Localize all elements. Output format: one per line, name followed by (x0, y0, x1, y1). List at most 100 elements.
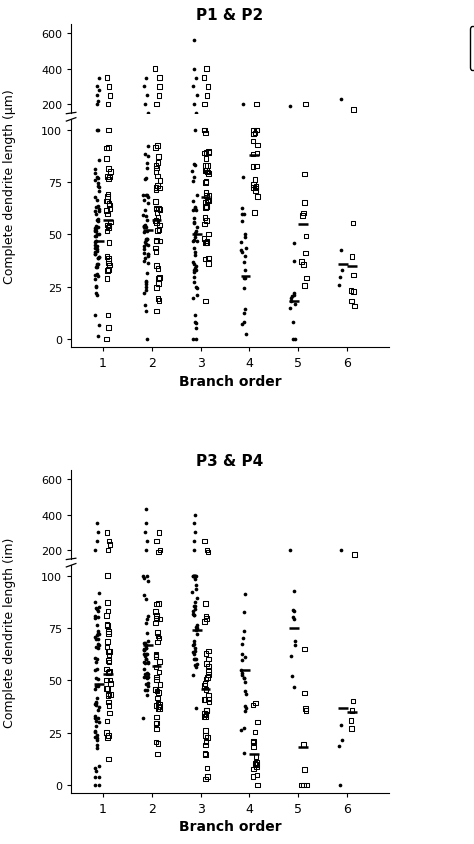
Point (193, 619, 201, 632)
Point (254, 778, 261, 792)
Point (145, 140, 152, 154)
Point (204, 160, 211, 173)
Point (142, 234, 150, 247)
Point (254, 139, 261, 153)
Point (102, 674, 110, 687)
Point (190, 241, 198, 255)
Point (241, 672, 248, 685)
Point (300, 778, 307, 792)
Point (191, 124, 199, 138)
Point (142, 592, 150, 606)
Point (289, 333, 297, 346)
Point (254, 715, 261, 728)
Point (201, 728, 209, 742)
Point (251, 696, 259, 710)
Point (202, 197, 210, 210)
Point (189, 203, 196, 217)
X-axis label: Branch order: Branch order (179, 820, 281, 834)
Point (290, 289, 298, 302)
Point (204, 195, 211, 208)
Point (93, 602, 100, 615)
Point (95, 760, 103, 773)
Point (201, 747, 209, 760)
Point (241, 228, 249, 241)
Point (192, 620, 200, 634)
Point (94, 627, 102, 641)
Point (201, 72, 208, 85)
Point (191, 309, 199, 322)
Point (105, 729, 112, 743)
Point (145, 250, 152, 263)
Point (202, 748, 210, 761)
Point (191, 226, 199, 240)
Point (347, 284, 355, 298)
Point (291, 635, 299, 648)
Point (250, 124, 257, 138)
Point (93, 257, 101, 271)
Point (193, 235, 201, 248)
Point (191, 230, 199, 244)
Point (91, 778, 99, 792)
Point (103, 72, 111, 85)
Point (93, 731, 101, 744)
Point (93, 170, 100, 184)
Point (141, 80, 148, 94)
Point (251, 127, 259, 140)
Point (249, 698, 257, 711)
Point (286, 100, 294, 114)
Title: P3 & P4: P3 & P4 (196, 453, 264, 468)
Point (93, 259, 100, 273)
Point (189, 165, 196, 179)
Point (336, 271, 344, 284)
Point (96, 627, 103, 641)
Point (103, 682, 111, 695)
Point (142, 275, 149, 289)
Point (142, 617, 150, 630)
Point (92, 281, 100, 295)
Point (153, 216, 160, 230)
Point (153, 609, 161, 623)
Point (93, 629, 100, 642)
Point (107, 216, 114, 230)
Point (191, 262, 198, 276)
Point (302, 704, 310, 717)
Point (104, 604, 112, 618)
Point (191, 645, 199, 658)
Point (152, 166, 160, 180)
Title: P1 & P2: P1 & P2 (196, 8, 264, 23)
Point (200, 233, 208, 246)
Point (152, 142, 159, 155)
Point (152, 717, 160, 730)
Point (190, 159, 198, 172)
Point (92, 222, 100, 235)
Point (290, 585, 298, 598)
Point (91, 726, 99, 739)
Point (94, 637, 102, 651)
Point (250, 740, 257, 754)
Point (143, 671, 151, 684)
Point (204, 659, 212, 673)
Point (205, 689, 212, 702)
Point (302, 272, 310, 285)
Point (95, 639, 103, 652)
Point (153, 235, 160, 248)
Point (201, 124, 208, 138)
Point (91, 771, 99, 784)
Point (204, 652, 212, 666)
Point (250, 734, 257, 748)
Point (142, 235, 149, 249)
Point (203, 201, 210, 214)
Point (192, 701, 200, 715)
Point (191, 603, 199, 616)
Point (191, 609, 198, 622)
Point (143, 613, 151, 626)
Point (251, 173, 259, 187)
Point (250, 128, 257, 142)
Point (155, 273, 162, 286)
Point (92, 679, 100, 693)
Point (337, 93, 345, 106)
Point (106, 199, 113, 213)
Point (143, 233, 151, 246)
Point (95, 701, 103, 714)
Point (190, 638, 198, 652)
